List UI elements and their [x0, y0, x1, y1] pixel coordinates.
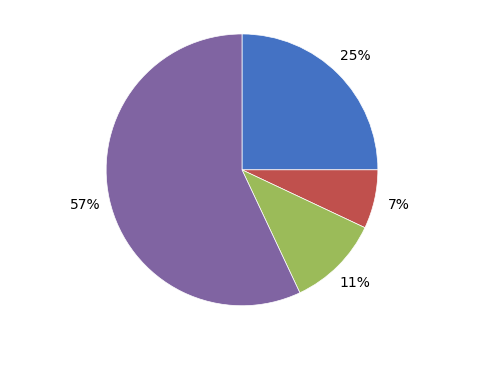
- Wedge shape: [242, 170, 378, 228]
- Wedge shape: [106, 34, 300, 306]
- Text: 57%: 57%: [70, 198, 101, 212]
- Wedge shape: [242, 170, 365, 293]
- Text: 25%: 25%: [340, 49, 371, 63]
- Text: 7%: 7%: [388, 198, 409, 212]
- Wedge shape: [242, 34, 378, 170]
- Text: 11%: 11%: [340, 276, 371, 290]
